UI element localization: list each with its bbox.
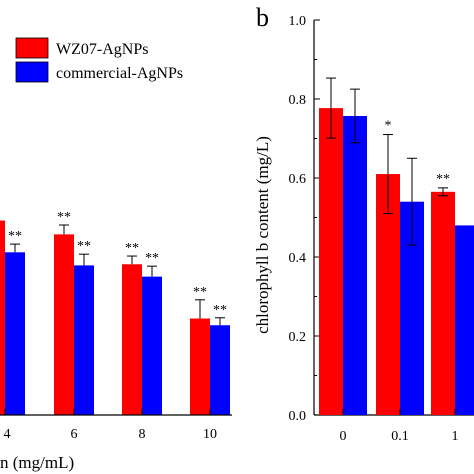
x-tick-label: 6 [71,427,78,442]
panel-b-chart: b 0.0 0.2 0.4 0.6 0.8 1.0 chlorophyll b content… [253,3,474,444]
x-axis-label: n (mg/mL) [0,453,74,472]
bar [122,264,142,415]
bar [431,191,455,415]
y-axis-label: chlorophyll b content (mg/L) [253,136,272,334]
y-tick-label: 0.0 [289,409,307,424]
legend-label: WZ07-AgNPs [56,41,148,58]
bar [190,318,210,415]
bar [376,174,400,415]
significance-mark: ** [436,172,450,187]
x-tick-label: 1 [452,429,459,444]
significance-mark: ** [145,251,159,266]
legend-swatch [15,37,49,59]
bar [54,234,74,415]
x-tick-label: 8 [139,427,146,442]
significance-mark: ** [213,303,227,318]
x-tick-label: 4 [4,427,11,442]
legend-swatch [15,61,49,83]
y-tick-label: 0.6 [289,172,307,187]
significance-mark: ** [125,241,139,256]
y-tick-label: 0.8 [289,93,307,108]
y-tick-label: 1.0 [289,14,307,29]
significance-mark: ** [57,210,71,225]
bar [343,115,367,416]
significance-mark: * [385,119,392,134]
y-tick-label: 0.4 [289,251,307,266]
legend-label: commercial-AgNPs [56,65,183,82]
bar [74,265,94,415]
y-tick-label: 0.2 [289,330,307,345]
x-tick-label: 10 [203,427,217,442]
bar [455,225,474,415]
x-tick-label: 0 [340,429,347,444]
panel-a-chart: WZ07-AgNPs commercial-AgNPs ** ** ** ** ** ** **… [0,37,232,472]
legend: WZ07-AgNPs commercial-AgNPs [15,37,183,83]
significance-mark: ** [77,239,91,254]
x-tick-label: 0.1 [391,429,409,444]
bar [319,108,343,416]
significance-mark: ** [193,285,207,300]
bar [142,276,162,415]
panel-label: b [256,3,269,32]
bar [0,220,5,415]
significance-mark: ** [8,229,22,244]
bar [210,325,230,415]
bar [5,252,25,415]
